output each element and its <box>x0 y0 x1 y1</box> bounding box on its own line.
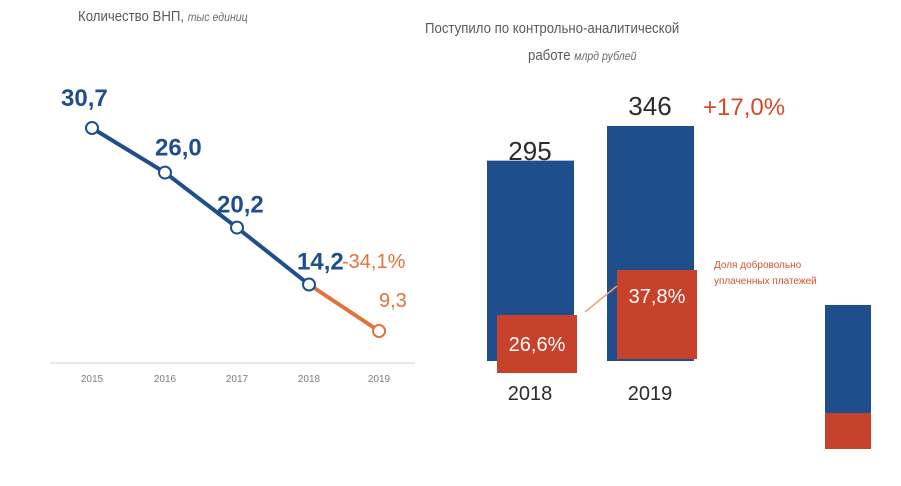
line-x-tick-label: 2018 <box>298 374 321 385</box>
line-segment <box>307 282 381 333</box>
legend-text-line2: уплаченных платежей <box>714 276 817 287</box>
line-value-label: 14,2 <box>297 249 344 276</box>
bar-change-label: +17,0% <box>703 94 785 121</box>
line-x-tick-label: 2017 <box>226 374 249 385</box>
bar-chart-title-line2-text: работе <box>528 47 571 64</box>
line-chart-unit: тыс единиц <box>187 10 248 24</box>
line-point <box>85 121 99 135</box>
line-point <box>302 277 316 292</box>
line-segment <box>90 126 167 175</box>
line-segment <box>235 225 311 287</box>
bar-chart-unit: млрд рублей <box>574 49 637 63</box>
bar-share <box>497 315 577 373</box>
line-x-tick-label: 2019 <box>368 374 391 385</box>
bar-share-label: 37,8% <box>629 286 686 308</box>
line-point <box>372 324 386 338</box>
line-x-tick-label: 2015 <box>81 374 104 385</box>
share-connector-line <box>584 285 618 313</box>
line-point <box>158 165 172 180</box>
line-point <box>230 220 244 235</box>
line-change-label: -34,1% <box>342 251 406 273</box>
bar-value-label: 295 <box>508 136 551 166</box>
line-value-label: 30,7 <box>61 85 108 112</box>
line-chart-title-text: Количество ВНП, <box>78 8 185 25</box>
bar-chart-title-line1: Поступило по контрольно-аналитической <box>425 20 680 37</box>
line-segment <box>163 170 239 230</box>
line-chart-title: Количество ВНП, тыс единиц <box>78 8 248 25</box>
legend-swatch-total <box>825 305 871 413</box>
legend-swatch-share <box>825 413 871 449</box>
bar-category-label: 2018 <box>508 383 553 405</box>
line-value-label: 26,0 <box>155 135 202 162</box>
line-value-label: 9,3 <box>379 290 407 312</box>
bar-share-label: 26,6% <box>509 334 566 356</box>
legend-text-line1: Доля добровольно <box>714 259 802 271</box>
bar-chart-title-line2: работе млрд рублей <box>528 47 637 64</box>
line-value-label: 20,2 <box>217 192 264 219</box>
bar-category-label: 2019 <box>628 383 673 405</box>
line-x-tick-label: 2016 <box>154 374 177 385</box>
bar-share <box>617 270 697 359</box>
bar-value-label: 346 <box>628 91 671 121</box>
